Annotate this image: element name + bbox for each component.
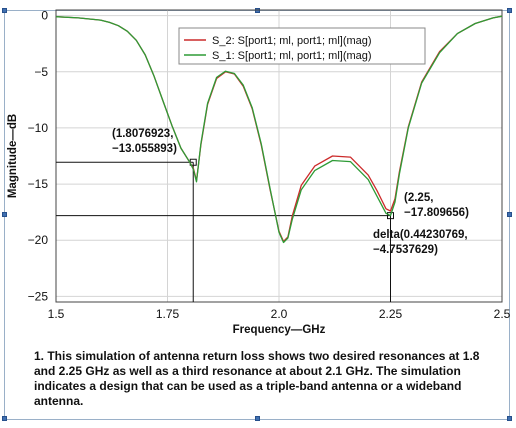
x-tick-label: 1.75 (156, 307, 180, 321)
delta-readout: delta(0.44230769, −4.7537629) (373, 229, 468, 256)
marker-2-readout: (2.25, −17.809656) (404, 192, 469, 219)
marker-2-readout-line-2: −17.809656) (404, 207, 469, 219)
x-tick-label: 2.5 (494, 307, 511, 321)
y-tick-label: −20 (28, 233, 49, 247)
legend-box (178, 27, 426, 65)
delta-readout-line-2: −4.7537629) (373, 244, 438, 256)
x-tick-label: 1.5 (48, 307, 65, 321)
x-tick-label: 2.0 (271, 307, 288, 321)
delta-readout-line-1: delta(0.44230769, (373, 229, 468, 241)
y-tick-label: −10 (28, 121, 49, 135)
y-tick-label: −15 (28, 177, 49, 191)
marker-lines (56, 158, 394, 302)
legend-entry-label: S_2: S[port1; ml, port1; ml](mag) (212, 35, 372, 47)
x-axis-label: Frequency—GHz (233, 324, 326, 336)
resize-handle-top-left[interactable] (2, 8, 7, 13)
resize-handle-bottom-right[interactable] (507, 416, 512, 421)
marker-2-readout-line-1: (2.25, (404, 192, 433, 204)
resize-handle-middle-right[interactable] (507, 212, 512, 217)
series-lines (55, 15, 503, 244)
x-tick-label: 2.25 (379, 307, 403, 321)
resize-handle-bottom-left[interactable] (2, 416, 7, 421)
y-tick-label: −25 (28, 289, 49, 303)
annotations: (1.8076923, −13.055893) (2.25, −17.809656) d… (112, 128, 469, 256)
y-axis-label: Magnitude—dB (7, 114, 19, 198)
series-line-s1 (55, 15, 503, 244)
resize-handle-top-right[interactable] (507, 8, 512, 13)
plot-area-border (55, 9, 503, 303)
y-tick-label: −5 (34, 65, 48, 79)
y-tick-label: 0 (41, 9, 48, 23)
legend-entry-label: S_1: S[port1; ml, port1; ml](mag) (212, 50, 372, 62)
figure-caption: 1. This simulation of antenna return los… (34, 349, 480, 408)
tick-labels: 1.5 1.75 2.0 2.25 2.5 0 −5 −10 −15 −20 −25 (28, 9, 511, 321)
legend: S_2: S[port1; ml, port1; ml](mag) S_1: S[… (178, 27, 426, 65)
marker-1-readout-line-1: (1.8076923, (112, 128, 173, 140)
marker-2-point (387, 212, 394, 220)
marker-1-readout: (1.8076923, −13.055893) (112, 128, 177, 155)
resize-handle-bottom-center[interactable] (255, 416, 260, 421)
return-loss-chart: 1.5 1.75 2.0 2.25 2.5 0 −5 −10 −15 −20 −25 (1.8076… (7, 9, 511, 336)
marker-1-readout-line-2: −13.055893) (112, 143, 177, 155)
resize-handle-middle-left[interactable] (2, 212, 7, 217)
